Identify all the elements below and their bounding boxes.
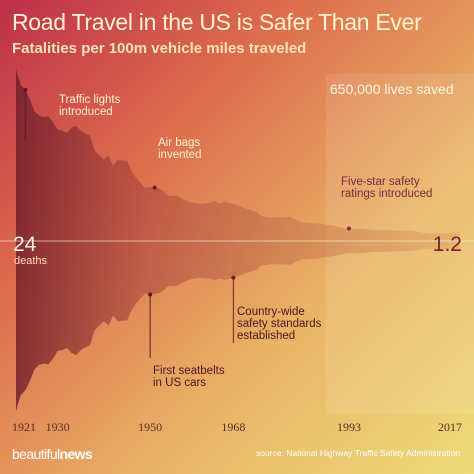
brand-logo: beautifulnews	[12, 446, 93, 462]
annotation-dot-seatbelts	[148, 292, 153, 297]
annotation-dot-safety-standards	[231, 275, 236, 280]
annotation-text-safety-standards: Country-wide	[237, 306, 305, 318]
end-value-label: 1.2	[433, 233, 462, 256]
x-tick-label: 1950	[138, 420, 162, 434]
x-tick-label: 1993	[337, 420, 361, 434]
annotation-text-five-star: ratings introduced	[341, 188, 432, 200]
annotation-text-traffic-lights: Traffic lights	[59, 94, 121, 106]
annotation-text-seatbelts: in US cars	[153, 377, 206, 389]
source-note: source: National Highway Traffic Safety …	[256, 448, 460, 458]
highlight-label: 650,000 lives saved	[330, 81, 454, 97]
x-tick-label: 1921	[12, 420, 36, 434]
annotation-text-air-bags: invented	[158, 149, 201, 161]
annotation-text-traffic-lights: introduced	[59, 106, 113, 118]
fatality-area-bottom	[16, 241, 460, 411]
annotation-dot-traffic-lights	[23, 87, 28, 92]
start-unit-label: deaths	[14, 255, 48, 267]
page-subtitle: Fatalities per 100m vehicle miles travel…	[12, 40, 307, 57]
annotation-text-air-bags: Air bags	[158, 137, 200, 149]
annotation-text-safety-standards: established	[237, 330, 295, 342]
x-tick-label: 2017	[438, 420, 462, 434]
annotation-dot-air-bags	[152, 185, 157, 190]
x-tick-label: 1930	[46, 420, 70, 434]
annotation-text-five-star: Five-star safety	[341, 176, 420, 188]
annotation-dot-five-star	[347, 226, 351, 231]
annotation-text-seatbelts: First seatbelts	[153, 365, 225, 377]
x-axis-ticks: 1921 1930 1950 1968 1993 2017	[12, 420, 462, 434]
start-value-label: 24	[13, 233, 37, 256]
page-title: Road Travel in the US is Safer Than Ever	[12, 9, 422, 35]
x-tick-label: 1968	[221, 420, 245, 434]
annotation-text-safety-standards: safety standards	[237, 318, 322, 330]
fatality-area-top	[16, 69, 460, 241]
